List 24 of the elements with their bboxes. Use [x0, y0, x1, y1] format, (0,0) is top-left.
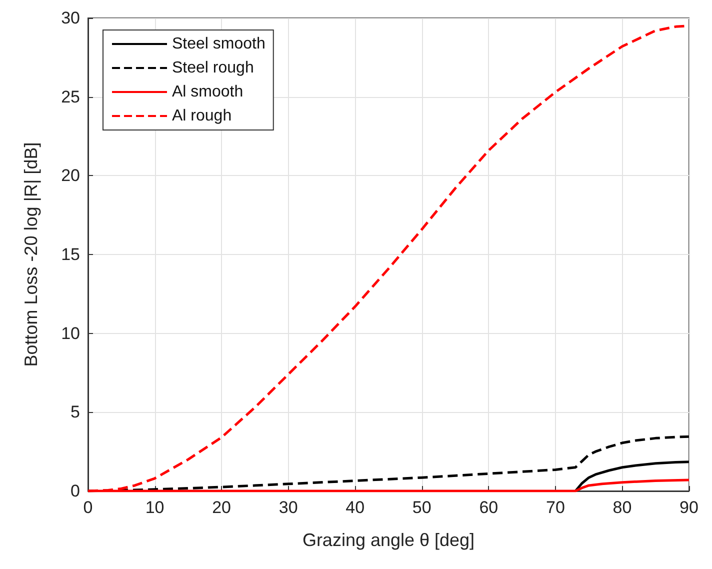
y-tick-label: 15 [61, 245, 80, 264]
x-tick-label: 60 [479, 498, 498, 517]
y-tick-label: 10 [61, 324, 80, 343]
x-axis-title: Grazing angle θ [deg] [302, 530, 475, 550]
legend-label: Steel smooth [172, 36, 266, 52]
x-tick-label: 90 [680, 498, 698, 517]
x-tick-label: 0 [83, 498, 93, 517]
y-axis-title: Bottom Loss -20 log |R| [dB] [21, 142, 41, 367]
x-tick-label: 30 [278, 498, 298, 517]
x-tick-label: 80 [612, 498, 632, 517]
x-tick-label: 70 [546, 498, 565, 517]
y-tick-label: 30 [61, 8, 80, 28]
y-tick-label: 5 [70, 402, 80, 422]
line-series [574, 460, 690, 492]
x-tick-label: 10 [145, 498, 164, 517]
y-tick-label: 0 [70, 482, 80, 500]
legend-label: Al rough [172, 108, 232, 124]
legend-label: Steel rough [172, 60, 254, 76]
x-tick-label: 20 [212, 498, 232, 517]
y-tick-label: 20 [61, 166, 80, 186]
x-tick-label: 50 [412, 498, 432, 517]
x-tick-label: 40 [346, 498, 365, 517]
y-tick-label: 25 [61, 87, 80, 106]
legend-label: Al smooth [172, 84, 244, 100]
